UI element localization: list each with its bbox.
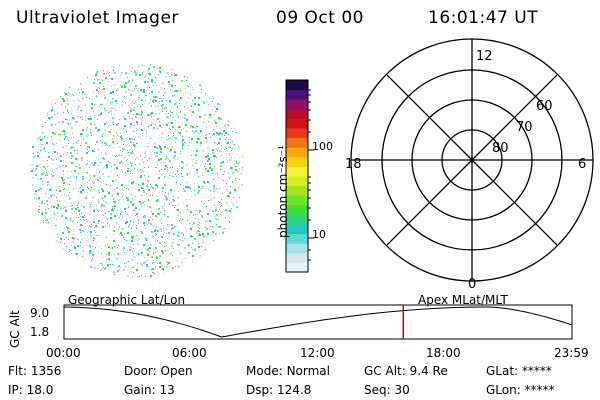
colorbar-swatch <box>286 137 308 148</box>
colorbar-swatch <box>286 224 308 235</box>
lat-label-70: 70 <box>516 120 533 135</box>
colorbar-swatch <box>286 99 308 110</box>
gcalt-label: GC Alt: <box>364 364 406 378</box>
status-ip: IP: 18.0 <box>8 383 53 397</box>
colorbar-tick-100: 100 <box>312 140 333 153</box>
colorbar-swatch <box>286 195 308 206</box>
colorbar-frame <box>285 79 309 273</box>
colorbar-swatch <box>286 118 308 129</box>
lat-label-60: 60 <box>536 99 553 114</box>
orbit-tick-0600: 06:00 <box>172 346 207 360</box>
orbit-axis-label: GC Alt <box>8 310 22 348</box>
uv-image-disk <box>30 64 243 277</box>
mlt-label-6: 6 <box>578 157 586 172</box>
mode-label: Mode: <box>246 364 283 378</box>
colorbar-swatch <box>286 252 308 263</box>
orbit-left-title: Geographic Lat/Lon <box>68 293 186 307</box>
colorbar-swatch <box>286 156 308 167</box>
orbit-tick-1200: 12:00 <box>300 346 335 360</box>
status-gc-alt: GC Alt: 9.4 Re <box>364 364 448 378</box>
colorbar-swatch <box>286 89 308 100</box>
status-gain: Gain: 13 <box>124 383 175 397</box>
ip-value: 18.0 <box>26 383 54 397</box>
colorbar-swatch <box>286 176 308 187</box>
flt-value: 1356 <box>30 364 62 378</box>
door-label: Door: <box>124 364 157 378</box>
gain-value: 13 <box>159 383 175 397</box>
mlt-label-18: 18 <box>345 157 362 172</box>
orbit-altitude-curve <box>63 306 573 338</box>
door-value: Open <box>160 364 193 378</box>
speckle-layer <box>30 67 243 277</box>
orbit-y-top: 9.0 <box>30 306 50 320</box>
gcalt-value: 9.4 Re <box>409 364 448 378</box>
glat-value: ***** <box>521 364 552 378</box>
orbit-right-title: Apex MLat/MLT <box>418 293 508 307</box>
colorbar-unit-label: photon cm⁻²s⁻¹ <box>276 145 290 238</box>
orbit-frame <box>63 304 573 340</box>
flt-label: Flt: <box>8 364 27 378</box>
orbit-tick-0000: 00:00 <box>46 346 81 360</box>
colorbar-swatch <box>286 128 308 139</box>
status-mode: Mode: Normal <box>246 364 330 378</box>
dsp-value: 124.8 <box>276 383 312 397</box>
colorbar-swatch <box>286 147 308 158</box>
status-seq: Seq: 30 <box>364 383 410 397</box>
mlt-spoke <box>471 73 559 161</box>
intensity-colorbar <box>285 79 314 273</box>
colorbar-swatch <box>286 214 308 225</box>
speckle-layer <box>31 64 240 277</box>
polar-mlat-mlt-grid: 12 18 6 0 60 70 80 <box>345 38 594 290</box>
status-door: Door: Open <box>124 364 193 378</box>
seq-label: Seq: <box>364 383 391 397</box>
image-date: 09 Oct 00 <box>276 8 364 28</box>
glon-label: GLon: <box>486 383 521 397</box>
colorbar-unit-text: photon cm⁻²s⁻¹ <box>276 145 290 238</box>
dsp-label: Dsp: <box>246 383 274 397</box>
speckle-layer <box>30 66 242 277</box>
colorbar-swatch <box>286 108 308 119</box>
orbit-altitude-plot <box>63 304 573 340</box>
seq-value: 30 <box>394 383 410 397</box>
status-flt: Flt: 1356 <box>8 364 61 378</box>
mlt-label-12: 12 <box>476 49 493 64</box>
instrument-title: Ultraviolet Imager <box>16 8 179 28</box>
colorbar-tick-10: 10 <box>312 228 326 241</box>
colorbar-swatch <box>286 233 308 244</box>
mlt-spoke <box>471 159 559 247</box>
status-glat: GLat: ***** <box>486 364 552 378</box>
orbit-tick-2359: 23:59 <box>554 346 589 360</box>
speckle-layer <box>37 67 233 276</box>
colorbar-swatch <box>286 185 308 196</box>
colorbar-swatch <box>286 243 308 254</box>
orbit-tick-1800: 18:00 <box>426 346 461 360</box>
status-glon: GLon: ***** <box>486 383 555 397</box>
colorbar-swatch <box>286 166 308 177</box>
mlt-spoke <box>385 73 473 161</box>
mode-value: Normal <box>286 364 330 378</box>
glat-label: GLat: <box>486 364 519 378</box>
speckle-layer <box>32 66 243 277</box>
glon-value: ***** <box>524 383 555 397</box>
orbit-axis-text: GC Alt <box>8 310 22 348</box>
colorbar-swatch <box>286 80 308 91</box>
lat-label-80: 80 <box>492 141 509 156</box>
colorbar-swatch <box>286 262 308 273</box>
image-time: 16:01:47 UT <box>428 8 539 28</box>
colorbar-swatch <box>286 204 308 215</box>
status-dsp: Dsp: 124.8 <box>246 383 311 397</box>
speckle-layer <box>33 65 238 272</box>
orbit-y-bottom: 1.8 <box>30 325 50 339</box>
mlt-spoke <box>385 159 473 247</box>
gain-label: Gain: <box>124 383 156 397</box>
mlt-label-0: 0 <box>468 277 476 290</box>
ip-label: IP: <box>8 383 23 397</box>
